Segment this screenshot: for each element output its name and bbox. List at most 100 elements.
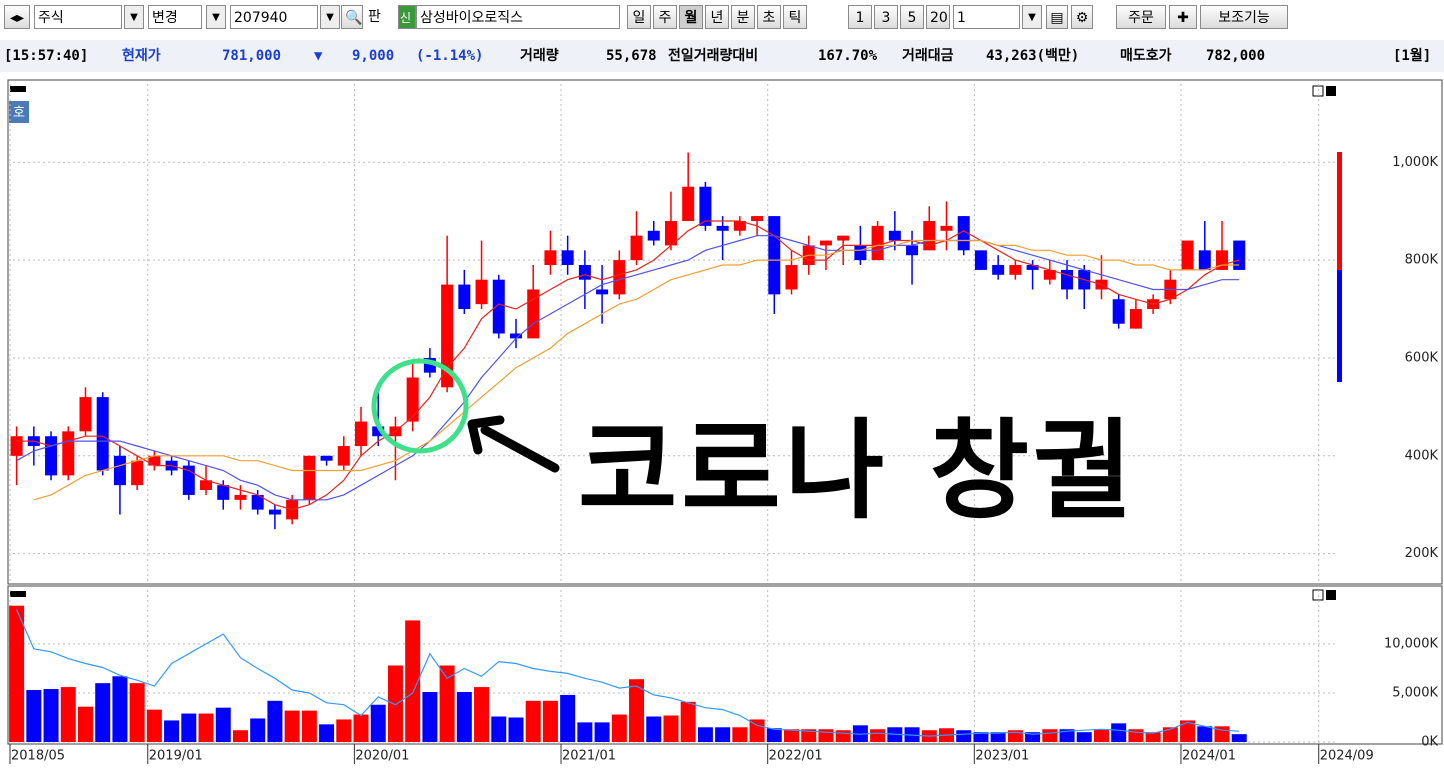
toolbar-button[interactable]: 주 xyxy=(653,5,677,29)
dropdown[interactable]: ▼ xyxy=(206,5,226,29)
volume-label: 거래량 xyxy=(520,48,559,64)
arrow-head xyxy=(467,415,505,455)
candle-body xyxy=(372,426,385,437)
x-tick-label: 2019/01 xyxy=(149,749,203,764)
volume-bar xyxy=(456,691,472,742)
x-tick-label: 2023/01 xyxy=(975,749,1029,764)
range-indicator xyxy=(1337,152,1342,270)
candle-body xyxy=(441,284,454,388)
volume-bar xyxy=(560,694,576,742)
toolbar-button[interactable]: 틱 xyxy=(783,5,807,29)
candle-body xyxy=(1009,265,1022,275)
code-input[interactable]: 207940 xyxy=(230,5,318,29)
volume-bar xyxy=(577,722,593,742)
candle-body xyxy=(888,230,901,241)
y-tick-label: 600K xyxy=(1405,350,1439,365)
volume-bar xyxy=(336,719,352,742)
volume-bar xyxy=(1025,732,1041,742)
candle-body xyxy=(1061,269,1074,290)
volume-bar xyxy=(852,725,868,742)
aux-button[interactable]: 보조기능 xyxy=(1200,5,1288,29)
volume-bar xyxy=(525,700,541,742)
x-tick-label: 2020/01 xyxy=(355,749,409,764)
layout-button[interactable]: ▤ xyxy=(1046,5,1068,29)
pan-label: 판 xyxy=(365,5,395,29)
candle-body xyxy=(131,460,144,486)
volume-bar xyxy=(112,676,128,742)
quote-button: 호 xyxy=(13,106,25,121)
volume-bar xyxy=(1231,734,1247,742)
volume-bar xyxy=(611,714,627,742)
dropdown[interactable]: ▼ xyxy=(124,5,144,29)
candle-body xyxy=(906,245,919,256)
add-button[interactable]: ✚ xyxy=(1169,5,1197,29)
toolbar-button[interactable]: 5 xyxy=(900,5,924,29)
candle-body xyxy=(251,494,264,510)
volume-bar xyxy=(250,718,266,742)
volume-bar xyxy=(319,724,335,742)
candle-body xyxy=(45,436,58,476)
change-pct: (-1.14%) xyxy=(416,48,484,64)
candle-body xyxy=(337,446,350,466)
candle-body xyxy=(1129,309,1142,329)
x-tick-label: 2022/01 xyxy=(769,749,823,764)
candle-body xyxy=(1026,265,1039,270)
volume-bar xyxy=(95,683,111,742)
volume-bar xyxy=(439,665,455,742)
name-input[interactable]: 삼성바이오로직스 xyxy=(416,5,620,29)
search-button[interactable]: 🔍 xyxy=(341,5,363,29)
volume-bar xyxy=(680,701,696,742)
candle-body xyxy=(854,245,867,261)
volume-bar xyxy=(1007,730,1023,742)
toolbar-button[interactable]: 3 xyxy=(874,5,898,29)
volume-bar xyxy=(1214,726,1230,742)
volume-bar xyxy=(1076,732,1092,742)
volume-bar xyxy=(146,709,162,742)
volume-bar xyxy=(508,717,524,742)
candle-body xyxy=(148,455,161,466)
candle-body xyxy=(1095,279,1108,290)
volume-bar xyxy=(353,714,369,742)
candle-body xyxy=(320,455,333,461)
toolbar-button[interactable]: 년 xyxy=(705,5,729,29)
direction: ▼ xyxy=(314,48,323,64)
toolbar-button[interactable]: 월 xyxy=(679,5,703,29)
market-select[interactable]: 주식 xyxy=(34,5,122,29)
volume-bar xyxy=(835,730,851,742)
candle-body xyxy=(509,333,522,339)
x-tick-label: 2024/01 xyxy=(1182,749,1236,764)
dropdown[interactable]: ▼ xyxy=(320,5,340,29)
volume-bar xyxy=(301,710,317,742)
candle-body xyxy=(492,279,505,334)
toolbar-button[interactable]: 분 xyxy=(731,5,755,29)
change-button[interactable]: 변경 xyxy=(148,5,202,29)
x-tick-label: 2024/09 xyxy=(1320,749,1374,764)
toolbar-button[interactable]: 1 xyxy=(848,5,872,29)
toolbar-button[interactable]: 초 xyxy=(757,5,781,29)
volume-bar xyxy=(422,691,438,742)
change: 9,000 xyxy=(352,48,395,64)
quote-time: [15:57:40] xyxy=(4,48,89,64)
count-input[interactable]: 1 xyxy=(953,5,1020,29)
nav-button[interactable]: ◂▸ xyxy=(4,5,30,29)
volume-bar xyxy=(215,707,231,742)
candle-body xyxy=(406,377,419,422)
y-tick-label: 400K xyxy=(1405,448,1439,463)
candle-body xyxy=(234,494,247,500)
y-tick-label: 1,000K xyxy=(1392,155,1438,170)
candle-body xyxy=(165,460,178,471)
volume-bar xyxy=(990,732,1006,742)
settings-button[interactable]: ⚙ xyxy=(1071,5,1093,29)
price-label: 현재가 xyxy=(122,48,161,64)
order-button[interactable]: 주문 xyxy=(1116,5,1166,29)
volume-bar xyxy=(474,687,490,742)
volume-bar xyxy=(60,687,76,742)
toolbar-button[interactable]: 일 xyxy=(627,5,651,29)
candle-body xyxy=(682,186,695,221)
candle-body xyxy=(819,240,832,246)
candle-body xyxy=(923,220,936,251)
volume-bar xyxy=(370,704,386,742)
dropdown[interactable]: ▼ xyxy=(1022,5,1042,29)
toolbar-button[interactable]: 20 xyxy=(926,5,950,29)
volume-bar xyxy=(1059,729,1075,742)
